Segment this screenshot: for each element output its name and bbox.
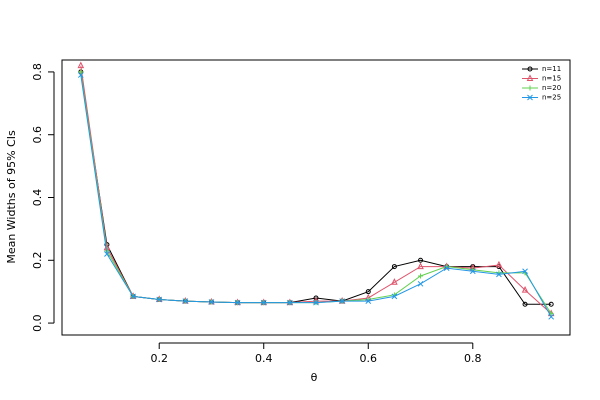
- point: [391, 278, 398, 285]
- point: [77, 72, 84, 78]
- point: [521, 285, 529, 293]
- point: [417, 262, 424, 270]
- point: [443, 265, 450, 271]
- point: [365, 289, 371, 295]
- legend-marker: [527, 66, 533, 72]
- series-line: [80, 71, 552, 305]
- y-tick-label: 0.6: [31, 126, 44, 144]
- point: [156, 296, 163, 303]
- point: [182, 298, 189, 304]
- point: [208, 299, 215, 305]
- point: [548, 313, 555, 320]
- point: [391, 264, 397, 270]
- x-tick-label: 0.2: [150, 352, 168, 365]
- point: [495, 260, 503, 268]
- point: [339, 298, 345, 304]
- point: [522, 301, 528, 307]
- x-tick-label: 0.8: [464, 352, 482, 365]
- point: [391, 293, 398, 300]
- y-tick-label: 0.4: [31, 189, 44, 207]
- point: [522, 268, 528, 275]
- y-tick-label: 0.0: [31, 314, 44, 332]
- legend: n=11 n=15n=20 n=25: [522, 65, 561, 102]
- point: [104, 251, 110, 257]
- y-tick-label: 0.8: [31, 63, 44, 81]
- point: [78, 69, 84, 75]
- point: [260, 299, 267, 306]
- plot-box: [61, 59, 571, 336]
- series-line: [80, 65, 552, 315]
- point: [418, 257, 424, 263]
- point: [313, 299, 319, 306]
- legend-label: n=11: [542, 65, 561, 73]
- legend-label: n=15: [542, 75, 561, 83]
- point: [130, 293, 136, 300]
- x-tick-label: 0.6: [360, 352, 378, 365]
- series-line: [80, 71, 552, 314]
- legend-marker: [526, 74, 534, 81]
- legend-label: n=20: [542, 84, 561, 92]
- point: [496, 271, 502, 278]
- point: [313, 295, 319, 301]
- series-line: [80, 74, 552, 318]
- point: [418, 273, 424, 279]
- y-axis-label: Mean Widths of 95% CIs: [5, 130, 18, 264]
- legend-marker: [527, 85, 533, 91]
- point: [548, 301, 554, 307]
- legend-label: n=25: [542, 94, 561, 102]
- legend-marker: [527, 94, 533, 101]
- point: [417, 280, 424, 287]
- point: [77, 61, 85, 69]
- point: [287, 299, 293, 306]
- x-tick-label: 0.4: [255, 352, 273, 365]
- point: [234, 299, 241, 306]
- y-tick-label: 0.2: [31, 252, 44, 270]
- point: [365, 298, 372, 304]
- point: [469, 268, 476, 275]
- x-axis-label: θ: [311, 371, 318, 384]
